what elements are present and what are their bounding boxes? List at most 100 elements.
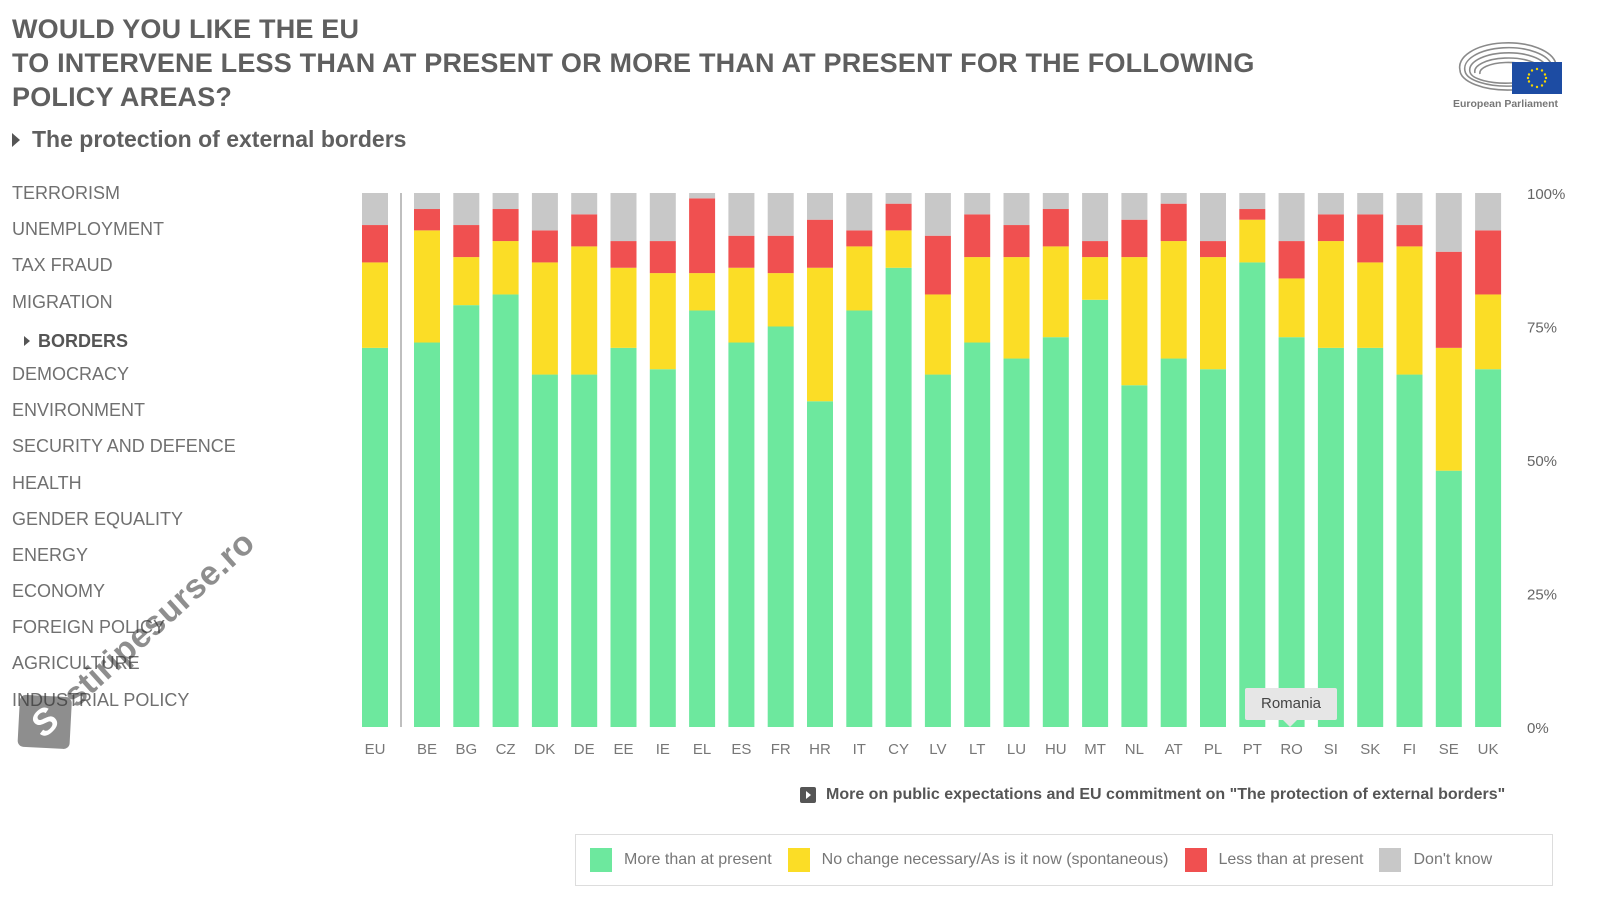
- bar-segment-less-it[interactable]: [846, 230, 873, 247]
- bar-segment-dontknow-uk[interactable]: [1475, 193, 1502, 231]
- bar-group-ee[interactable]: [610, 193, 637, 727]
- bar-segment-dontknow-se[interactable]: [1435, 193, 1462, 252]
- bar-group-ie[interactable]: [649, 193, 676, 727]
- bar-segment-less-es[interactable]: [728, 235, 755, 268]
- bar-segment-less-lt[interactable]: [964, 214, 991, 258]
- bar-segment-dontknow-mt[interactable]: [1082, 193, 1109, 242]
- bar-segment-nochange-sk[interactable]: [1357, 262, 1384, 348]
- bar-segment-dontknow-lv[interactable]: [924, 193, 951, 236]
- bar-group-si[interactable]: [1317, 193, 1344, 727]
- bar-segment-less-pt[interactable]: [1239, 209, 1266, 220]
- bar-segment-more-dk[interactable]: [531, 374, 558, 727]
- bar-segment-nochange-cz[interactable]: [492, 241, 519, 295]
- bar-segment-dontknow-sk[interactable]: [1357, 193, 1384, 215]
- bar-segment-more-cz[interactable]: [492, 294, 519, 727]
- bar-segment-nochange-at[interactable]: [1160, 241, 1187, 359]
- sidebar-item-tax-fraud[interactable]: TAX FRAUD: [12, 250, 272, 286]
- sidebar-item-terrorism[interactable]: TERRORISM: [12, 178, 272, 214]
- bar-segment-more-pl[interactable]: [1200, 369, 1226, 727]
- bar-segment-nochange-si[interactable]: [1317, 241, 1344, 348]
- bar-segment-nochange-fi[interactable]: [1396, 246, 1423, 375]
- bar-group-uk[interactable]: [1475, 193, 1502, 727]
- sidebar-item-migration[interactable]: MIGRATION: [12, 287, 272, 323]
- bar-group-it[interactable]: [846, 193, 873, 727]
- bar-segment-dontknow-cz[interactable]: [492, 193, 519, 210]
- bar-segment-dontknow-bg[interactable]: [453, 193, 480, 226]
- legend-item-no-change[interactable]: No change necessary/As is it now (sponta…: [787, 848, 1169, 872]
- bar-group-lv[interactable]: [924, 193, 951, 727]
- bar-group-ro[interactable]: [1278, 193, 1305, 727]
- bar-segment-more-sk[interactable]: [1357, 347, 1384, 727]
- bar-segment-less-lu[interactable]: [1003, 225, 1030, 258]
- legend-item-less[interactable]: Less than at present: [1184, 848, 1363, 872]
- bar-segment-dontknow-lu[interactable]: [1003, 193, 1030, 226]
- bar-segment-more-de[interactable]: [571, 374, 598, 727]
- bar-segment-more-fi[interactable]: [1396, 374, 1423, 727]
- bar-segment-dontknow-it[interactable]: [846, 193, 873, 231]
- bar-segment-less-hr[interactable]: [807, 219, 833, 268]
- bar-segment-less-fi[interactable]: [1396, 225, 1423, 247]
- bar-segment-more-ro[interactable]: [1278, 337, 1305, 727]
- bar-segment-less-sk[interactable]: [1357, 214, 1384, 263]
- bar-segment-nochange-lt[interactable]: [964, 257, 991, 343]
- bar-segment-dontknow-ee[interactable]: [610, 193, 637, 242]
- bar-segment-dontknow-el[interactable]: [689, 193, 716, 199]
- more-info-link[interactable]: More on public expectations and EU commi…: [800, 786, 1505, 804]
- sidebar-item-foreign-policy[interactable]: FOREIGN POLICY: [12, 612, 272, 648]
- bar-group-at[interactable]: [1160, 193, 1187, 727]
- bar-segment-nochange-hr[interactable]: [807, 267, 833, 402]
- bar-segment-more-hr[interactable]: [807, 401, 833, 727]
- bar-segment-nochange-el[interactable]: [689, 273, 716, 311]
- bar-segment-nochange-ie[interactable]: [649, 273, 676, 370]
- sidebar-item-borders[interactable]: BORDERS: [12, 323, 272, 359]
- bar-group-dk[interactable]: [531, 193, 558, 727]
- bar-segment-dontknow-at[interactable]: [1160, 193, 1187, 204]
- bar-segment-less-cz[interactable]: [492, 209, 519, 242]
- bar-group-se[interactable]: [1435, 193, 1462, 727]
- bar-segment-more-fr[interactable]: [767, 326, 794, 728]
- bar-group-lu[interactable]: [1003, 193, 1030, 727]
- bar-segment-less-bg[interactable]: [453, 225, 480, 258]
- bar-group-pt[interactable]: [1239, 193, 1266, 727]
- bar-segment-nochange-nl[interactable]: [1121, 257, 1148, 386]
- bar-segment-nochange-be[interactable]: [414, 230, 440, 343]
- bar-group-sk[interactable]: [1357, 193, 1384, 727]
- bar-segment-less-ro[interactable]: [1278, 241, 1305, 279]
- bar-segment-nochange-se[interactable]: [1435, 347, 1462, 471]
- bar-segment-more-pt[interactable]: [1239, 262, 1266, 727]
- bar-segment-more-se[interactable]: [1435, 470, 1462, 727]
- bar-segment-more-uk[interactable]: [1475, 369, 1502, 727]
- sidebar-item-health[interactable]: HEALTH: [12, 468, 272, 504]
- bar-segment-dontknow-hu[interactable]: [1042, 193, 1069, 210]
- bar-segment-nochange-de[interactable]: [571, 246, 598, 375]
- sidebar-item-energy[interactable]: ENERGY: [12, 540, 272, 576]
- bar-segment-nochange-es[interactable]: [728, 267, 755, 343]
- bar-segment-nochange-pl[interactable]: [1200, 257, 1226, 370]
- bar-group-hu[interactable]: [1042, 193, 1069, 727]
- bar-segment-more-lv[interactable]: [924, 374, 951, 727]
- bar-segment-less-be[interactable]: [414, 209, 440, 231]
- bar-segment-more-be[interactable]: [414, 342, 440, 727]
- bar-segment-less-de[interactable]: [571, 214, 598, 247]
- bar-segment-nochange-bg[interactable]: [453, 257, 480, 306]
- bar-segment-more-lu[interactable]: [1003, 358, 1030, 727]
- bar-segment-less-eu[interactable]: [362, 225, 388, 263]
- bar-segment-nochange-lu[interactable]: [1003, 257, 1030, 359]
- bar-group-lt[interactable]: [964, 193, 991, 727]
- bar-segment-more-cy[interactable]: [885, 267, 912, 727]
- bar-segment-dontknow-dk[interactable]: [531, 193, 558, 231]
- bar-group-hr[interactable]: [807, 193, 833, 727]
- bar-segment-nochange-ro[interactable]: [1278, 278, 1305, 338]
- bar-segment-dontknow-si[interactable]: [1317, 193, 1344, 215]
- bar-segment-less-se[interactable]: [1435, 251, 1462, 348]
- bar-segment-more-si[interactable]: [1317, 347, 1344, 727]
- bar-segment-more-lt[interactable]: [964, 342, 991, 727]
- bar-segment-nochange-ee[interactable]: [610, 267, 637, 348]
- bar-segment-more-el[interactable]: [689, 310, 716, 727]
- bar-segment-nochange-pt[interactable]: [1239, 219, 1266, 263]
- bar-segment-less-fr[interactable]: [767, 235, 794, 274]
- bar-group-fr[interactable]: [767, 193, 794, 728]
- bar-segment-less-mt[interactable]: [1082, 241, 1109, 258]
- bar-group-nl[interactable]: [1121, 193, 1148, 727]
- bar-segment-more-es[interactable]: [728, 342, 755, 727]
